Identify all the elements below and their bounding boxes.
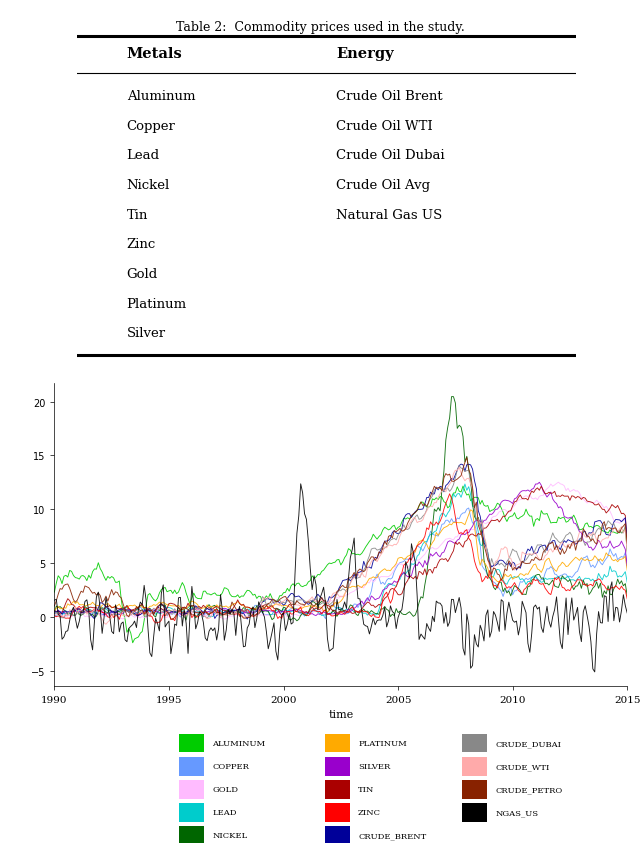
Text: Table 2:  Commodity prices used in the study.: Table 2: Commodity prices used in the st…: [175, 21, 465, 34]
Text: Aluminum: Aluminum: [127, 89, 195, 103]
Text: Nickel: Nickel: [127, 179, 170, 192]
Bar: [325, 803, 349, 821]
Bar: [462, 780, 487, 798]
Text: Crude Oil Avg: Crude Oil Avg: [337, 179, 431, 192]
Bar: [179, 826, 204, 844]
Bar: [462, 803, 487, 821]
Bar: [179, 734, 204, 752]
Text: COPPER: COPPER: [212, 763, 250, 770]
Bar: [179, 803, 204, 821]
Text: Crude Oil Dubai: Crude Oil Dubai: [337, 149, 445, 162]
Text: GOLD: GOLD: [212, 786, 239, 793]
Text: TIN: TIN: [358, 786, 374, 793]
Text: CRUDE_WTI: CRUDE_WTI: [495, 763, 550, 770]
Text: Zinc: Zinc: [127, 238, 156, 251]
Text: Platinum: Platinum: [127, 297, 187, 310]
Text: Lead: Lead: [127, 149, 160, 162]
Text: NGAS_US: NGAS_US: [495, 809, 538, 816]
Bar: [325, 780, 349, 798]
Bar: [462, 734, 487, 752]
Text: Gold: Gold: [127, 268, 158, 280]
Text: NICKEL: NICKEL: [212, 832, 248, 839]
Bar: [462, 757, 487, 775]
Text: PLATINUM: PLATINUM: [358, 740, 407, 747]
Text: Natural Gas US: Natural Gas US: [337, 209, 443, 222]
X-axis label: time: time: [328, 710, 353, 719]
Text: Tin: Tin: [127, 209, 148, 222]
Text: Energy: Energy: [337, 47, 394, 60]
Text: CRUDE_PETRO: CRUDE_PETRO: [495, 786, 563, 793]
Text: SILVER: SILVER: [358, 763, 390, 770]
Text: CRUDE_BRENT: CRUDE_BRENT: [358, 832, 426, 839]
Text: Silver: Silver: [127, 327, 166, 340]
Text: Crude Oil Brent: Crude Oil Brent: [337, 89, 443, 103]
Text: Metals: Metals: [127, 47, 182, 60]
Bar: [325, 757, 349, 775]
Bar: [325, 826, 349, 844]
Text: LEAD: LEAD: [212, 809, 237, 816]
Text: ALUMINUM: ALUMINUM: [212, 740, 266, 747]
Bar: [179, 780, 204, 798]
Text: Copper: Copper: [127, 119, 175, 132]
Text: ZINC: ZINC: [358, 809, 381, 816]
Bar: [179, 757, 204, 775]
Text: Crude Oil WTI: Crude Oil WTI: [337, 119, 433, 132]
Bar: [325, 734, 349, 752]
Text: CRUDE_DUBAI: CRUDE_DUBAI: [495, 740, 561, 747]
